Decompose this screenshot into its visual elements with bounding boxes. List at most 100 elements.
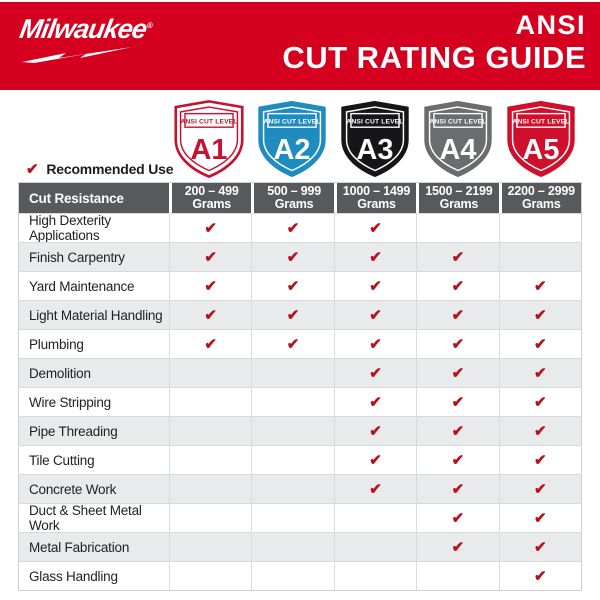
checkmark-icon: ✔: [451, 539, 465, 556]
check-icon: ✔: [498, 358, 581, 387]
check-icon: ✔: [333, 445, 417, 474]
empty-cell: [416, 561, 499, 590]
empty-cell: [169, 358, 252, 387]
row-label: Demolition: [19, 358, 169, 387]
checkmark-icon: ✔: [286, 336, 300, 353]
checkmark-icon: ✔: [451, 249, 465, 266]
check-icon: ✔: [498, 387, 581, 416]
checkmark-icon: ✔: [204, 336, 217, 353]
check-icon: ✔: [333, 329, 417, 358]
row-label: Duct & Sheet Metal Work: [19, 503, 169, 533]
check-icon: ✔: [416, 329, 499, 358]
check-icon: ✔: [416, 445, 499, 474]
row-label: High Dexterity Applications: [19, 213, 169, 243]
col-header-a4: 1500 – 2199 Grams: [416, 183, 499, 213]
banner-title-line1: ANSI: [515, 10, 586, 40]
check-icon: ✔: [416, 474, 499, 503]
check-icon: ✔: [169, 329, 252, 358]
checkmark-icon: ✔: [204, 278, 217, 295]
cut-level-badge-a5: ANSI CUT LEVEL A5: [499, 100, 582, 178]
svg-text:A5: A5: [522, 134, 559, 166]
checkmark-icon: ✔: [369, 249, 382, 266]
checkmark-icon: ✔: [369, 336, 382, 353]
check-icon: ✔: [169, 300, 252, 329]
checkmark-icon: ✔: [534, 423, 547, 440]
check-icon: ✔: [416, 271, 499, 300]
checkmark-icon: ✔: [451, 278, 465, 295]
header-banner: Milwaukee® ANSI CUT RATING GUIDE: [0, 2, 600, 90]
check-icon: ✔: [333, 271, 417, 300]
check-icon: ✔: [416, 300, 499, 329]
svg-text:ANSI CUT LEVEL: ANSI CUT LEVEL: [181, 118, 238, 125]
svg-text:A2: A2: [274, 134, 311, 166]
check-icon: ✔: [498, 416, 581, 445]
checkmark-icon: ✔: [451, 394, 465, 411]
check-icon: ✔: [498, 532, 581, 561]
checkmark-icon: ✔: [534, 539, 547, 556]
checkmark-icon: ✔: [451, 336, 465, 353]
empty-cell: [169, 387, 252, 416]
banner-title: ANSI CUT RATING GUIDE: [282, 10, 586, 76]
empty-cell: [251, 503, 334, 532]
check-icon: ✔: [416, 387, 499, 416]
check-icon: ✔: [251, 271, 334, 300]
row-label: Tile Cutting: [19, 445, 169, 474]
empty-cell: [333, 503, 417, 532]
svg-text:A3: A3: [357, 134, 394, 166]
checkmark-icon: ✔: [451, 365, 465, 382]
check-icon: ✔: [251, 329, 334, 358]
check-icon: ✔: [333, 474, 417, 503]
checkmark-icon: ✔: [451, 481, 465, 498]
svg-text:A4: A4: [439, 134, 476, 166]
check-icon: ✔: [416, 242, 499, 271]
col-header-a1: 200 – 499 Grams: [169, 183, 252, 213]
row-label: Glass Handling: [19, 561, 169, 590]
checkmark-icon: ✔: [286, 249, 300, 266]
empty-cell: [169, 561, 252, 590]
row-label: Concrete Work: [19, 474, 169, 503]
checkmark-icon: ✔: [369, 365, 382, 382]
lightning-bolt-icon: [22, 47, 132, 63]
checkmark-icon: ✔: [369, 481, 382, 498]
row-label: Pipe Threading: [19, 416, 169, 445]
checkmark-icon: ✔: [286, 307, 300, 324]
empty-cell: [251, 532, 334, 561]
cut-level-badge-a4: ANSI CUT LEVEL A4: [416, 100, 499, 178]
check-icon: ✔: [333, 300, 417, 329]
row-label: Plumbing: [19, 329, 169, 358]
empty-cell: [251, 416, 334, 445]
col-header-a5: 2200 – 2999 Grams: [498, 183, 581, 213]
col-header-range: 2200 – 2999: [507, 184, 576, 198]
svg-text:ANSI CUT LEVEL: ANSI CUT LEVEL: [264, 118, 321, 125]
check-icon: ✔: [416, 503, 499, 532]
check-icon: ✔: [333, 387, 417, 416]
col-header-unit: Grams: [521, 197, 561, 211]
empty-cell: [169, 474, 252, 503]
check-icon: ✔: [169, 271, 252, 300]
checkmark-icon: ✔: [204, 307, 217, 324]
row-label: Yard Maintenance: [19, 271, 169, 300]
table-corner-header: Cut Resistance: [19, 183, 169, 213]
empty-cell: [251, 445, 334, 474]
empty-cell: [416, 213, 499, 242]
check-icon: ✔: [251, 242, 334, 271]
row-label: Metal Fabrication: [19, 532, 169, 561]
check-icon: ✔: [498, 474, 581, 503]
checkmark-icon: ✔: [534, 336, 547, 353]
empty-cell: [169, 416, 252, 445]
row-label: Wire Stripping: [19, 387, 169, 416]
check-icon: ✔: [498, 329, 581, 358]
milwaukee-logo-text: Milwaukee®: [17, 14, 153, 44]
banner-title-line2: CUT RATING GUIDE: [282, 40, 586, 75]
cut-level-badge-a2: ANSI CUT LEVEL A2: [251, 100, 334, 178]
checkmark-icon: ✔: [451, 510, 465, 527]
svg-text:ANSI CUT LEVEL: ANSI CUT LEVEL: [346, 118, 403, 125]
row-label: Finish Carpentry: [19, 242, 169, 271]
checkmark-icon: ✔: [369, 220, 382, 237]
check-icon: ✔: [416, 532, 499, 561]
checkmark-icon: ✔: [534, 452, 547, 469]
svg-text:ANSI CUT LEVEL: ANSI CUT LEVEL: [429, 118, 486, 125]
checkmark-icon: ✔: [369, 307, 382, 324]
check-icon: ✔: [333, 416, 417, 445]
empty-cell: [251, 387, 334, 416]
